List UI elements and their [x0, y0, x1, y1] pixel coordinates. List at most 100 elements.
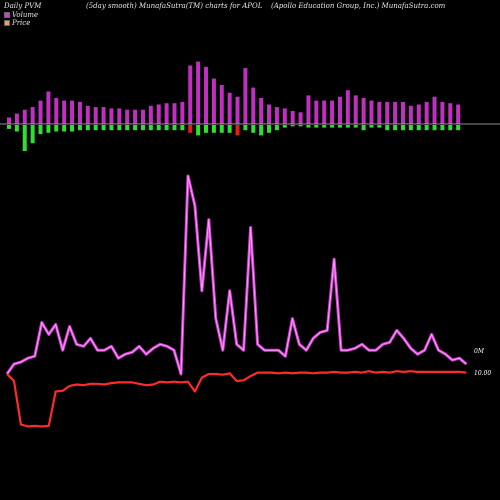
volume-bar-down [211, 125, 216, 133]
volume-bar-up [424, 101, 429, 124]
volume-bar-up [314, 100, 319, 124]
volume-bar-up [330, 100, 335, 124]
volume-bar-down [77, 125, 82, 131]
volume-bar-down [156, 125, 161, 131]
volume-bar-down [148, 125, 153, 131]
volume-bar-down [85, 125, 90, 131]
volume-bar-up [274, 107, 279, 124]
volume-bar-down [369, 125, 374, 128]
volume-bar-up [267, 104, 272, 124]
price-line-stroke [6, 370, 467, 428]
volume-bar-up [298, 112, 303, 124]
volume-bar-up [180, 101, 185, 124]
legend-price-swatch [4, 20, 10, 26]
volume-bar-down [251, 125, 256, 133]
volume-bar-down [30, 125, 35, 144]
volume-bar-down [314, 125, 319, 128]
volume-bar-down [62, 125, 67, 132]
volume-bar-down [401, 125, 405, 131]
volume-bar-up [259, 98, 264, 124]
volume-bar-up [101, 107, 106, 124]
volume-bar-down [298, 125, 303, 127]
volume-bar-down [180, 125, 185, 131]
volume-bar-up [353, 95, 358, 124]
volume-bar-up [38, 100, 43, 124]
volume-bar-up [70, 100, 75, 124]
volume-bar-up [172, 103, 177, 124]
volume-line-highlight [6, 175, 467, 375]
volume-bar-down [393, 125, 398, 131]
volume-bar-down [172, 125, 177, 131]
legend-volume: Volume [4, 11, 38, 19]
volume-bar-down [101, 125, 106, 131]
legend-price: Price [4, 19, 30, 27]
volume-bar-up [93, 107, 98, 124]
volume-bar-down [46, 125, 51, 133]
volume-bars [7, 61, 461, 151]
volume-bar-up [77, 101, 82, 124]
volume-bar-down [416, 125, 421, 131]
volume-bar-up [219, 85, 224, 124]
volume-bar-up [322, 100, 327, 124]
volume-bar-down [353, 125, 358, 128]
volume-bar-down [38, 125, 43, 135]
volume-bar-down [117, 125, 122, 131]
volume-bar-up [282, 108, 287, 124]
volume-bar-down [22, 125, 27, 151]
volume-bar-up [401, 101, 405, 124]
volume-bar-up [196, 61, 201, 124]
volume-bar-up [393, 101, 398, 124]
volume-bar-down [133, 125, 138, 131]
volume-bar-down [345, 125, 350, 128]
price-annotation: 10.00 [474, 370, 491, 377]
volume-bar-down [337, 125, 342, 128]
legend-volume-label: Volume [12, 11, 39, 19]
volume-bar-down [243, 125, 248, 131]
volume-bar-down [330, 125, 335, 128]
volume-bar-down [385, 125, 390, 131]
volume-bar-down [235, 125, 240, 136]
volume-bar-down [322, 125, 327, 128]
volume-bar-down [361, 125, 366, 131]
volume-bar-up [416, 104, 421, 124]
price-line [6, 370, 467, 428]
volume-bar-down [306, 125, 311, 128]
volume-bar-up [385, 101, 390, 124]
volume-bar-down [456, 125, 461, 131]
volume-bar-up [54, 98, 59, 124]
volume-bar-down [282, 125, 287, 128]
volume-bar-up [377, 101, 382, 124]
volume-annotation: 0M [474, 348, 485, 355]
volume-bar-up [290, 111, 295, 124]
volume-bar-down [219, 125, 224, 133]
volume-bar-down [70, 125, 75, 132]
volume-bar-up [30, 107, 35, 124]
volume-bar-up [456, 104, 461, 124]
volume-bar-up [7, 117, 11, 124]
volume-bar-up [337, 96, 342, 124]
volume-bar-up [62, 100, 67, 124]
volume-bar-up [22, 109, 27, 124]
volume-bar-up [46, 91, 51, 124]
volume-bar-down [196, 125, 201, 136]
volume-bar-up [448, 103, 453, 124]
volume-bar-down [125, 125, 130, 131]
volume-bar-down [274, 125, 279, 131]
volume-bar-down [204, 125, 208, 133]
volume-bar-down [408, 125, 413, 131]
volume-bar-down [93, 125, 98, 131]
chart-header-company: (Apollo Education Group, Inc.) MunafaSut… [271, 2, 446, 10]
volume-bar-down [109, 125, 114, 131]
volume-bar-down [54, 125, 59, 132]
volume-bar-down [290, 125, 295, 127]
volume-bar-down [440, 125, 445, 131]
volume-bar-down [188, 125, 193, 133]
volume-bar-up [227, 92, 232, 124]
volume-bar-up [133, 109, 138, 124]
volume-line [5, 174, 468, 376]
volume-bar-down [164, 125, 169, 131]
volume-bar-up [440, 101, 445, 124]
volume-bar-down [140, 125, 145, 131]
legend-price-label: Price [12, 19, 31, 27]
